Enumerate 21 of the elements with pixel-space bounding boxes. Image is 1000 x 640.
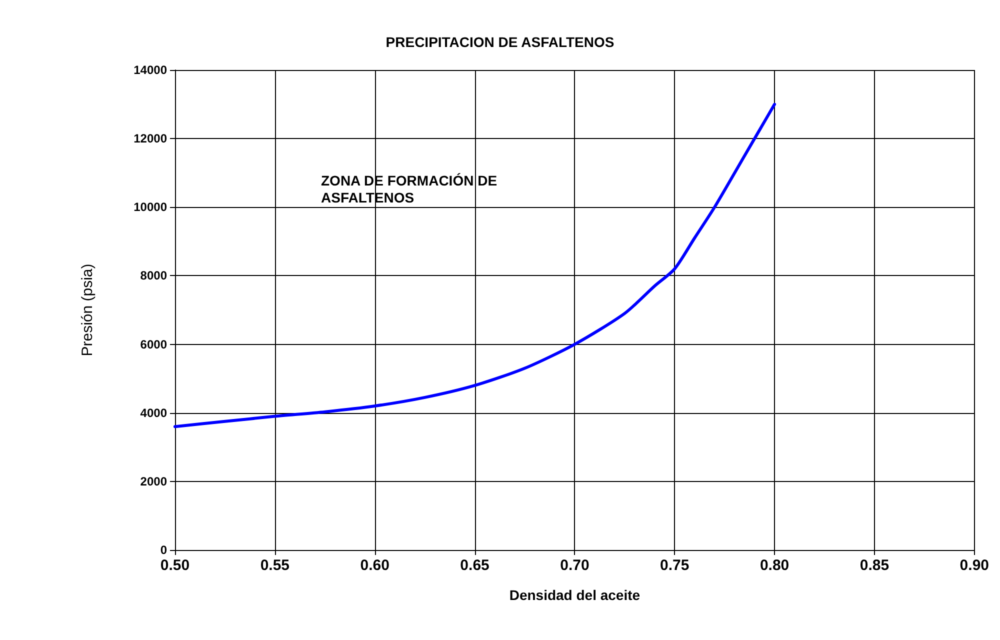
x-tick-label: 0.80 [760,557,790,574]
x-tick-label: 0.90 [960,557,990,574]
x-tick-label: 0.50 [160,557,190,574]
x-tick-label: 0.85 [860,557,890,574]
x-tick-label: 0.60 [360,557,390,574]
line-series [174,102,776,428]
y-tick-label: 4000 [140,406,168,420]
y-tick-label: 6000 [140,337,168,352]
y-tick-label: 12000 [134,132,168,146]
y-tick-label: 8000 [140,268,168,283]
x-tick-label: 0.70 [560,557,590,574]
x-axis-title: Densidad del aceite [509,587,640,603]
x-tick-label: 0.65 [460,557,490,574]
x-tick-label: 0.75 [660,557,690,574]
y-tick-label: 10000 [134,200,168,214]
y-axis-title: Presión (psia) [79,264,96,356]
x-tick-label: 0.55 [260,557,290,574]
chart-title: PRECIPITACION DE ASFALTENOS [386,34,614,50]
y-tick-label: 14000 [134,63,168,77]
y-tick-label: 2000 [140,474,168,488]
y-tick-label: 0 [160,543,168,557]
